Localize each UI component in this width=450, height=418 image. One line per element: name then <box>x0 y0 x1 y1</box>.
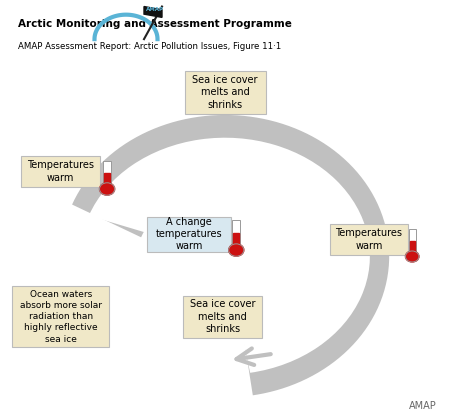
Circle shape <box>229 244 244 256</box>
Bar <box>233 233 239 249</box>
FancyBboxPatch shape <box>184 296 262 338</box>
FancyBboxPatch shape <box>13 286 109 347</box>
Text: A change
temperatures
warm: A change temperatures warm <box>156 217 222 252</box>
Polygon shape <box>149 194 301 318</box>
Text: AMAP: AMAP <box>146 7 164 12</box>
Text: AMAP Assessment Report: Arctic Pollution Issues, Figure 11·1: AMAP Assessment Report: Arctic Pollution… <box>18 42 281 51</box>
Bar <box>104 173 110 188</box>
Text: AMAP: AMAP <box>409 400 436 410</box>
Text: Sea ice cover
melts and
shrinks: Sea ice cover melts and shrinks <box>190 299 256 334</box>
FancyBboxPatch shape <box>184 71 266 114</box>
Polygon shape <box>144 7 162 18</box>
Bar <box>103 161 111 188</box>
Text: Ocean waters
absorb more solar
radiation than
highly reflective
sea ice: Ocean waters absorb more solar radiation… <box>20 290 102 344</box>
Text: Arctic Monitoring and Assessment Programme: Arctic Monitoring and Assessment Program… <box>18 20 292 29</box>
Text: Sea ice cover
melts and
shrinks: Sea ice cover melts and shrinks <box>192 75 258 110</box>
Bar <box>409 229 416 255</box>
Wedge shape <box>89 138 370 373</box>
Text: Temperatures
warm: Temperatures warm <box>27 161 94 183</box>
Text: Temperatures
warm: Temperatures warm <box>336 228 402 251</box>
Circle shape <box>99 183 115 195</box>
Bar <box>232 220 240 249</box>
Circle shape <box>405 251 419 262</box>
FancyBboxPatch shape <box>329 224 409 255</box>
FancyBboxPatch shape <box>148 217 230 252</box>
FancyBboxPatch shape <box>22 156 100 187</box>
Bar <box>410 241 415 255</box>
